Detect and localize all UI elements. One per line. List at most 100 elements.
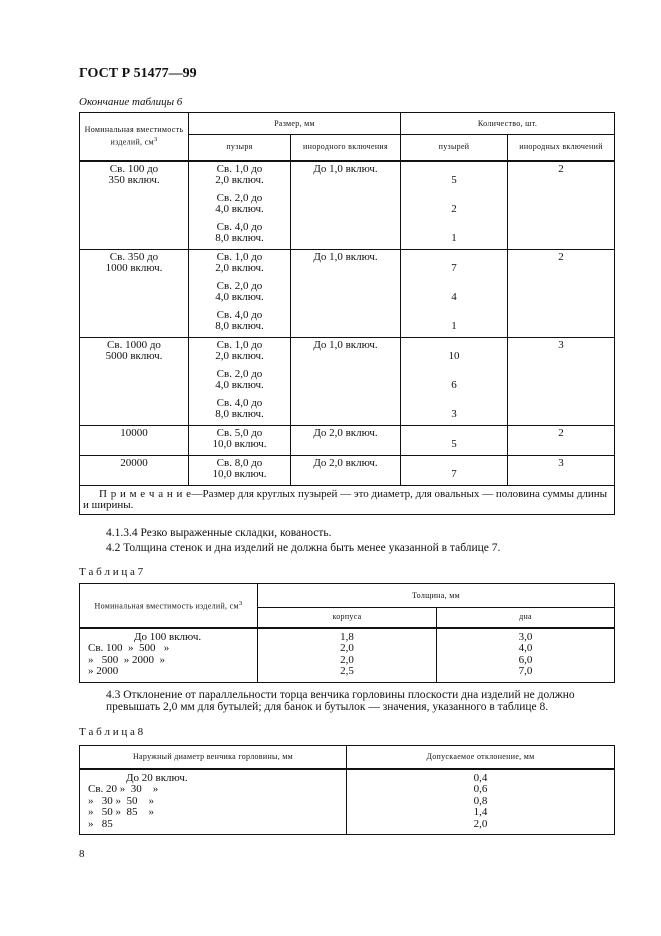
diameter-value: Св. 20 » 30 » <box>88 783 159 795</box>
size-line: 4,0 включ. <box>215 379 264 391</box>
capacity-value: » 2000 <box>88 665 119 677</box>
table6-note: П р и м е ч а н и е—Размер для круглых п… <box>78 484 616 515</box>
capacity-line: 350 включ. <box>108 174 160 186</box>
bubble-count: 1 <box>451 231 457 244</box>
capacity-value: Св. 100 » 500 » <box>88 642 170 654</box>
size-line: Св. 4,0 до <box>216 220 263 233</box>
size-line: Св. 8,0 до <box>216 456 263 469</box>
size-line: Св. 2,0 до <box>216 191 263 204</box>
size-line: Св. 2,0 до <box>216 367 263 380</box>
header-size-bubble: пузыря <box>188 134 291 162</box>
deviation-value: 0,8 <box>473 794 488 807</box>
bubble-count: 10 <box>448 349 460 362</box>
body-thickness: 2,5 <box>340 665 354 677</box>
bubble-count: 1 <box>451 319 457 332</box>
size-line: Св. 4,0 до <box>216 396 263 409</box>
cell-inclusion-count: 3 <box>507 336 616 426</box>
size-line: Св. 2,0 до <box>216 279 263 292</box>
bubble-size: Св. 8,0 до 10,0 включ. <box>189 456 290 485</box>
header-count-inclusions: инородных включений <box>507 134 616 162</box>
size-line: 4,0 включ. <box>215 203 264 215</box>
table-row: 10000 Св. 5,0 до 10,0 включ. До 2,0 включ. 5… <box>79 424 616 456</box>
bubble-size: Св. 1,0 до 2,0 включ. <box>189 162 290 191</box>
body-thickness: 2,0 <box>340 653 354 666</box>
cell-bubble-size: Св. 1,0 до 2,0 включ. Св. 2,0 до 4,0 включ.… <box>188 336 291 426</box>
body-thickness: 2,0 <box>340 642 354 654</box>
bubble-size: Св. 4,0 до 8,0 включ. <box>189 220 290 249</box>
header-count: Количество, шт. <box>400 112 616 135</box>
capacity-value: До 100 включ. <box>134 630 202 643</box>
cell-bubble-count: 5 2 1 <box>400 160 509 250</box>
capacity-line: 5000 включ. <box>105 350 163 362</box>
body-thickness: 1,8 <box>340 630 354 643</box>
header-size-inclusion: инородного включения <box>289 134 402 162</box>
table-7: Номинальная вместимость изделий, см3 Тол… <box>79 583 615 683</box>
cell-capacity: 20000 <box>79 454 189 486</box>
header-bottom: дна <box>436 607 615 629</box>
bubble-size: Св. 2,0 до 4,0 включ. <box>189 279 290 308</box>
bubble-count: 5 <box>451 173 457 186</box>
bubble-count: 4 <box>451 290 457 303</box>
size-line: 2,0 включ. <box>215 174 264 186</box>
table8-caption: Т а б л и ц а 8 <box>79 726 144 738</box>
size-line: Св. 1,0 до <box>216 250 263 263</box>
capacity-line: Св. 100 до <box>109 162 159 175</box>
size-line: 4,0 включ. <box>215 291 264 303</box>
cell-bubble-size: Св. 1,0 до 2,0 включ. Св. 2,0 до 4,0 включ.… <box>188 160 291 250</box>
size-line: 2,0 включ. <box>215 262 264 274</box>
header-count-bubbles: пузырей <box>400 134 509 162</box>
capacity-line: Св. 1000 до <box>107 338 161 351</box>
cell-inclusion-count: 2 <box>507 424 616 456</box>
cell-capacity: 10000 <box>79 424 189 456</box>
bubble-size: Св. 4,0 до 8,0 включ. <box>189 308 290 337</box>
cell-inclusion-size: До 2,0 включ. <box>289 424 402 456</box>
diameter-value: » 30 » 50 » <box>88 794 154 807</box>
deviation-value: 0,4 <box>473 771 488 784</box>
capacity-value: » 500 » 2000 » <box>88 653 165 666</box>
header-deviation: Допускаемое отклонение, мм <box>346 745 615 770</box>
size-line: 10,0 включ. <box>212 438 267 450</box>
header-size: Размер, мм <box>187 112 402 135</box>
bottom-thickness: 4,0 <box>518 642 533 654</box>
header-thickness: Толщина, мм <box>257 583 615 608</box>
table-row: 20000 Св. 8,0 до 10,0 включ. До 2,0 включ. 7… <box>79 454 616 486</box>
bubble-count: 3 <box>451 407 457 420</box>
table-row: Св. 1000 до 5000 включ. Св. 1,0 до 2,0 вклю… <box>79 336 616 426</box>
bubble-count: 6 <box>451 378 457 391</box>
table-6: Номинальная вместимость изделий, см3 Раз… <box>78 112 616 515</box>
cell-bubble-size: Св. 8,0 до 10,0 включ. <box>188 454 291 486</box>
diameter-value: » 85 <box>88 817 113 830</box>
paragraph-4-3: 4.3 Отклонение от параллельности торца в… <box>106 689 575 713</box>
deviation-value: 1,4 <box>473 806 488 818</box>
capacity-line: 20000 <box>120 456 148 469</box>
bottom-thickness: 6,0 <box>518 653 533 666</box>
cell-capacity: Св. 350 до 1000 включ. <box>79 248 189 338</box>
capacity-line: 10000 <box>120 426 148 439</box>
bubble-size: Св. 5,0 до 10,0 включ. <box>189 426 290 455</box>
size-line: Св. 5,0 до <box>216 426 263 439</box>
cell-inclusion-size: До 2,0 включ. <box>289 454 402 486</box>
cell-bubble-count: 7 4 1 <box>400 248 509 338</box>
table-8: Наружный диаметр венчика горловины, мм Д… <box>79 745 615 835</box>
capacity-line: Св. 350 до <box>109 250 159 263</box>
header-capacity: Номинальная вместимость изделий, см3 <box>79 583 258 629</box>
cell-inclusion-size: До 1,0 включ. <box>289 336 402 426</box>
cell-capacity: Св. 100 до 350 включ. <box>79 160 189 250</box>
page-number: 8 <box>79 848 85 860</box>
cell-inclusion-count: 3 <box>507 454 616 486</box>
cell-capacity: Св. 1000 до 5000 включ. <box>79 336 189 426</box>
size-line: 8,0 включ. <box>215 408 264 420</box>
cell-inclusion-size: До 1,0 включ. <box>289 248 402 338</box>
header-body: корпуса <box>257 607 437 629</box>
cell-inclusion-count: 2 <box>507 160 616 250</box>
bottom-thickness: 7,0 <box>518 665 533 677</box>
bubble-count: 7 <box>451 467 457 480</box>
size-line: 10,0 включ. <box>212 468 267 480</box>
paragraph-4-1-3-4: 4.1.3.4 Резко выраженные складки, ковано… <box>106 527 332 539</box>
table7-caption: Т а б л и ц а 7 <box>79 566 144 578</box>
size-line: 8,0 включ. <box>215 232 264 244</box>
bubble-size: Св. 2,0 до 4,0 включ. <box>189 191 290 220</box>
cell-inclusion-count: 2 <box>507 248 616 338</box>
size-line: 2,0 включ. <box>215 350 264 362</box>
